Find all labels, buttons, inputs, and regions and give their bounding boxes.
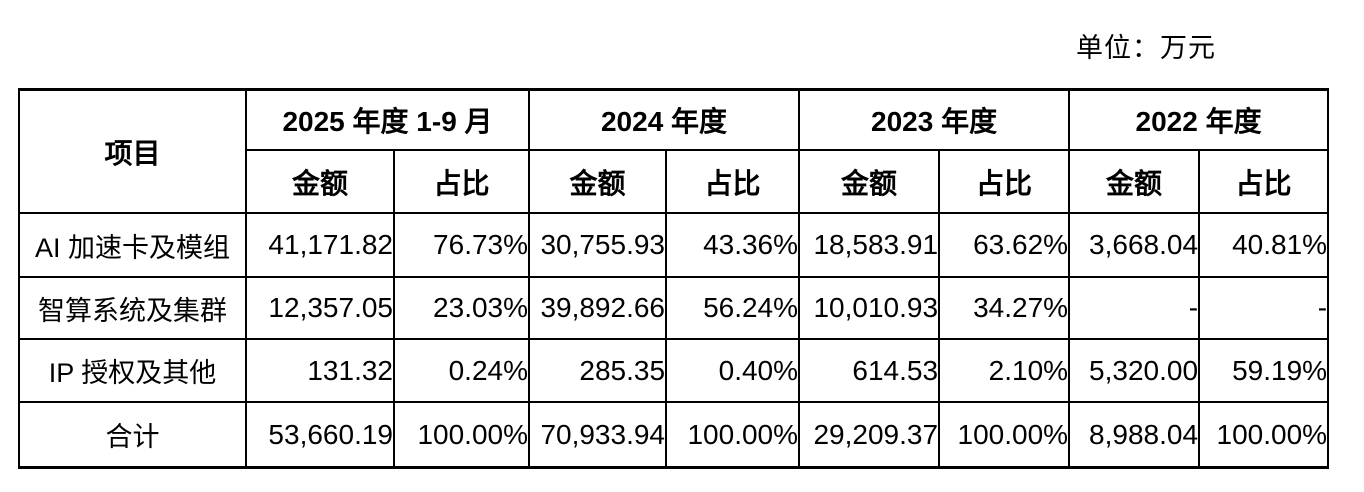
cell-ratio-2025: 100.00%: [392, 401, 531, 469]
cell-ratio-2023: 100.00%: [938, 401, 1071, 469]
cell-amount-2022: 5,320.00: [1068, 338, 1201, 403]
column-header-amount-2025: 金额: [245, 149, 395, 214]
cell-amount-2024: 30,755.93: [528, 212, 668, 278]
row-label: IP 授权及其他: [18, 338, 247, 403]
cell-amount-2024: 285.35: [528, 338, 668, 403]
cell-ratio-2022: 100.00%: [1198, 401, 1330, 469]
cell-amount-2025: 131.32: [245, 338, 395, 403]
cell-ratio-2025: 76.73%: [392, 212, 531, 278]
cell-ratio-2025: 23.03%: [392, 276, 531, 340]
table-row-ip-licensing: IP 授权及其他 131.32 0.24% 285.35 0.40% 614.5…: [18, 338, 1330, 403]
column-header-ratio-2025: 占比: [392, 149, 531, 214]
cell-amount-2024: 70,933.94: [528, 401, 668, 469]
cell-amount-2022: 3,668.04: [1068, 212, 1201, 278]
cell-ratio-2024: 100.00%: [665, 401, 801, 469]
revenue-breakdown-table: 项目 2025 年度 1-9 月 2024 年度 2023 年度 2022 年度…: [18, 88, 1330, 469]
column-header-amount-2022: 金额: [1068, 149, 1201, 214]
table-row-ai-cards: AI 加速卡及模组 41,171.82 76.73% 30,755.93 43.…: [18, 212, 1330, 278]
row-label-total: 合计: [18, 401, 247, 469]
row-label: 智算系统及集群: [18, 276, 247, 340]
cell-amount-2025: 53,660.19: [245, 401, 395, 469]
cell-amount-2023: 614.53: [798, 338, 941, 403]
column-group-2025: 2025 年度 1-9 月: [244, 88, 531, 151]
cell-ratio-2025: 0.24%: [392, 338, 531, 403]
cell-ratio-2022: -: [1198, 276, 1330, 340]
column-header-amount-2023: 金额: [798, 149, 941, 214]
column-header-amount-2024: 金额: [528, 149, 668, 214]
header-row-subcolumns: 金额 占比 金额 占比 金额 占比 金额 占比: [19, 149, 1330, 214]
column-header-project: 项目: [18, 88, 247, 214]
column-header-ratio-2022: 占比: [1198, 149, 1330, 214]
column-group-2024: 2024 年度: [528, 88, 801, 151]
header-row-years: 项目 2025 年度 1-9 月 2024 年度 2023 年度 2022 年度: [18, 88, 1330, 214]
column-group-2023: 2023 年度: [798, 88, 1071, 151]
unit-label: 单位：万元: [1076, 33, 1216, 63]
cell-ratio-2023: 34.27%: [938, 276, 1071, 340]
cell-amount-2023: 29,209.37: [798, 401, 941, 469]
cell-amount-2024: 39,892.66: [528, 276, 668, 340]
cell-ratio-2023: 2.10%: [938, 338, 1071, 403]
cell-amount-2022: 8,988.04: [1068, 401, 1201, 469]
row-label: AI 加速卡及模组: [18, 212, 247, 278]
column-group-2022: 2022 年度: [1068, 88, 1330, 151]
cell-amount-2025: 12,357.05: [245, 276, 395, 340]
cell-amount-2023: 18,583.91: [798, 212, 941, 278]
cell-ratio-2023: 63.62%: [938, 212, 1071, 278]
cell-ratio-2022: 40.81%: [1198, 212, 1330, 278]
cell-ratio-2022: 59.19%: [1198, 338, 1330, 403]
column-header-ratio-2023: 占比: [938, 149, 1071, 214]
cell-amount-2023: 10,010.93: [798, 276, 941, 340]
cell-amount-2022: -: [1068, 276, 1201, 340]
cell-ratio-2024: 0.40%: [665, 338, 801, 403]
cell-ratio-2024: 43.36%: [665, 212, 801, 278]
table-row-total: 合计 53,660.19 100.00% 70,933.94 100.00% 2…: [18, 401, 1330, 469]
column-header-ratio-2024: 占比: [665, 149, 801, 214]
cell-amount-2025: 41,171.82: [245, 212, 395, 278]
table-row-computing-systems: 智算系统及集群 12,357.05 23.03% 39,892.66 56.24…: [18, 276, 1330, 340]
cell-ratio-2024: 56.24%: [665, 276, 801, 340]
